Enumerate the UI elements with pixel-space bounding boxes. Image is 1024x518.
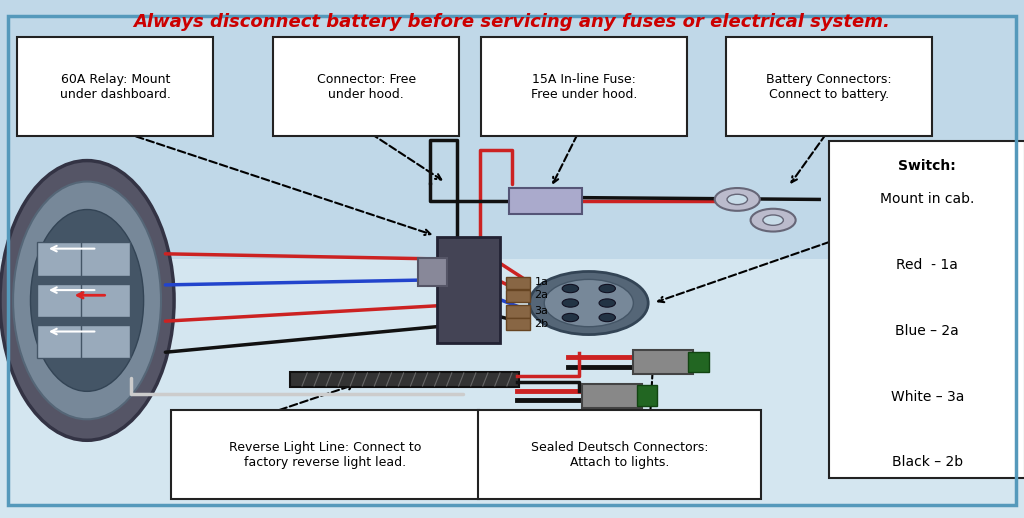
Text: 1a: 1a bbox=[535, 277, 549, 287]
Ellipse shape bbox=[529, 271, 648, 335]
FancyBboxPatch shape bbox=[506, 318, 530, 330]
Text: Black – 2b: Black – 2b bbox=[892, 455, 963, 469]
FancyBboxPatch shape bbox=[506, 305, 530, 318]
FancyBboxPatch shape bbox=[506, 290, 530, 302]
FancyBboxPatch shape bbox=[37, 242, 86, 276]
FancyBboxPatch shape bbox=[418, 258, 447, 286]
Text: Battery Connectors:
Connect to battery.: Battery Connectors: Connect to battery. bbox=[766, 73, 892, 101]
Text: Blue – 2a: Blue – 2a bbox=[895, 324, 959, 338]
FancyBboxPatch shape bbox=[81, 242, 130, 276]
FancyBboxPatch shape bbox=[0, 0, 1024, 259]
Text: 2b: 2b bbox=[535, 319, 549, 329]
Text: White – 3a: White – 3a bbox=[891, 390, 964, 404]
FancyBboxPatch shape bbox=[829, 141, 1024, 478]
Text: Red  - 1a: Red - 1a bbox=[896, 258, 958, 272]
Text: 60A Relay: Mount
under dashboard.: 60A Relay: Mount under dashboard. bbox=[59, 73, 171, 101]
Circle shape bbox=[751, 209, 796, 232]
FancyBboxPatch shape bbox=[37, 325, 86, 358]
Text: Always disconnect battery before servicing any fuses or electrical system.: Always disconnect battery before servici… bbox=[133, 13, 891, 31]
FancyBboxPatch shape bbox=[481, 37, 687, 136]
Circle shape bbox=[727, 194, 748, 205]
FancyBboxPatch shape bbox=[633, 350, 693, 374]
Ellipse shape bbox=[545, 279, 633, 327]
Ellipse shape bbox=[13, 182, 161, 420]
FancyBboxPatch shape bbox=[582, 384, 642, 408]
FancyBboxPatch shape bbox=[726, 37, 932, 136]
FancyBboxPatch shape bbox=[478, 410, 761, 499]
Text: 3a: 3a bbox=[535, 306, 549, 316]
Ellipse shape bbox=[599, 313, 615, 322]
Text: Reverse Light Line: Connect to
factory reverse light lead.: Reverse Light Line: Connect to factory r… bbox=[229, 440, 421, 469]
FancyBboxPatch shape bbox=[37, 284, 86, 317]
FancyBboxPatch shape bbox=[437, 237, 500, 343]
Ellipse shape bbox=[599, 284, 615, 293]
Ellipse shape bbox=[0, 161, 174, 440]
Ellipse shape bbox=[562, 299, 579, 307]
FancyBboxPatch shape bbox=[506, 277, 530, 289]
Circle shape bbox=[715, 188, 760, 211]
Circle shape bbox=[763, 215, 783, 225]
Text: Mount in cab.: Mount in cab. bbox=[880, 192, 975, 206]
FancyBboxPatch shape bbox=[290, 372, 519, 387]
FancyBboxPatch shape bbox=[81, 284, 130, 317]
FancyBboxPatch shape bbox=[688, 352, 709, 372]
Ellipse shape bbox=[599, 299, 615, 307]
Ellipse shape bbox=[562, 284, 579, 293]
FancyBboxPatch shape bbox=[81, 325, 130, 358]
FancyBboxPatch shape bbox=[171, 410, 479, 499]
FancyBboxPatch shape bbox=[17, 37, 213, 136]
Text: 15A In-line Fuse:
Free under hood.: 15A In-line Fuse: Free under hood. bbox=[531, 73, 637, 101]
Text: Connector: Free
under hood.: Connector: Free under hood. bbox=[316, 73, 416, 101]
Ellipse shape bbox=[562, 313, 579, 322]
Text: 2a: 2a bbox=[535, 290, 549, 300]
FancyBboxPatch shape bbox=[509, 188, 582, 214]
Text: Switch:: Switch: bbox=[898, 160, 956, 174]
Ellipse shape bbox=[31, 210, 143, 392]
FancyBboxPatch shape bbox=[273, 37, 459, 136]
Text: Sealed Deutsch Connectors:
Attach to lights.: Sealed Deutsch Connectors: Attach to lig… bbox=[530, 440, 709, 469]
FancyBboxPatch shape bbox=[637, 385, 657, 406]
